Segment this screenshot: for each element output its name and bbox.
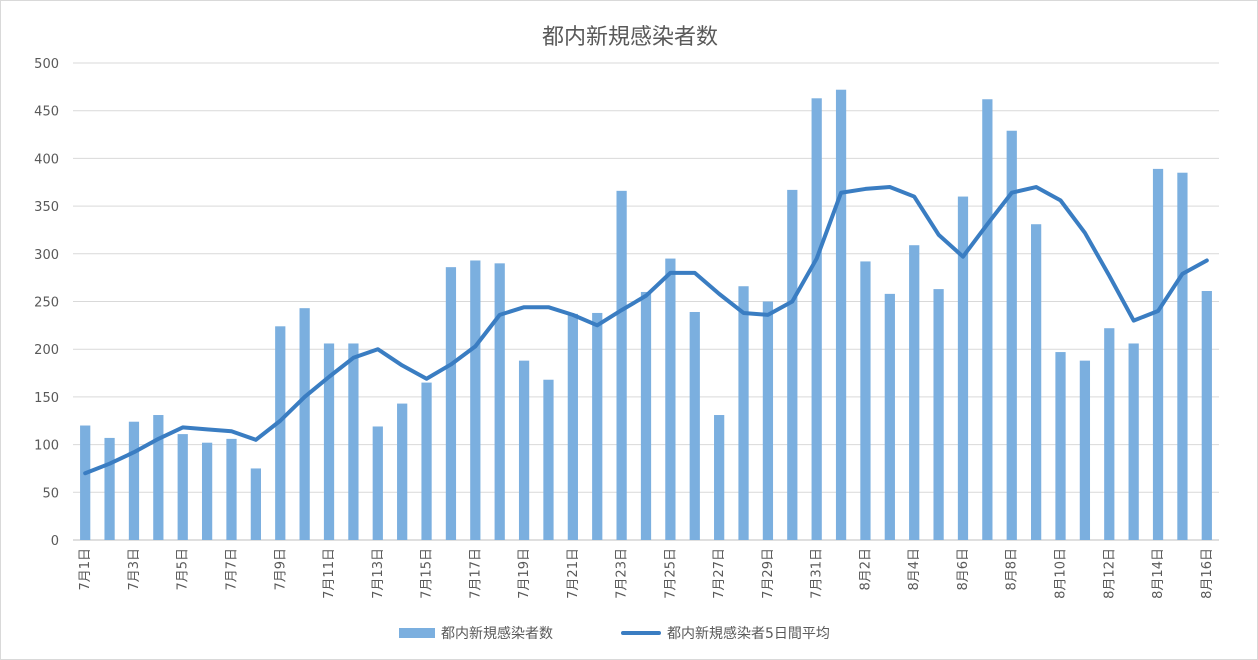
bar-7月31日	[811, 98, 822, 540]
x-tick-label: 8月2日	[858, 548, 873, 591]
bar-7月22日	[592, 312, 603, 540]
bar-8月12日	[1104, 328, 1115, 540]
x-tick-label: 7月3日	[127, 548, 142, 591]
x-tick-label: 7月5日	[176, 548, 191, 591]
bar-8月7日	[982, 99, 993, 540]
x-tick-label: 7月27日	[712, 548, 727, 599]
bar-8月10日	[1055, 352, 1066, 540]
bar-7月5日	[177, 434, 188, 540]
bar-7月9日	[275, 326, 286, 540]
bar-7月20日	[543, 379, 554, 540]
x-tick-label: 8月12日	[1102, 548, 1117, 599]
y-tick-label: 0	[51, 534, 59, 549]
legend-label-line: 都内新規感染者5日間平均	[667, 626, 830, 642]
bar-7月8日	[250, 468, 261, 540]
bar-8月2日	[860, 261, 871, 540]
chart-title: 都内新規感染者数	[541, 25, 718, 50]
bar-8月14日	[1152, 168, 1164, 541]
bar-7月2日	[104, 437, 115, 540]
bar-8月1日	[835, 89, 847, 540]
legend-item-line: 都内新規感染者5日間平均	[621, 621, 830, 645]
bar-7月24日	[640, 291, 652, 540]
bar-8月3日	[884, 293, 895, 540]
bar-8月11日	[1079, 360, 1091, 540]
y-tick-label: 250	[34, 296, 59, 311]
x-tick-label: 7月17日	[468, 548, 483, 599]
x-tick-label: 8月16日	[1200, 548, 1215, 599]
bar-7月13日	[372, 426, 383, 540]
bar-7月25日	[665, 258, 676, 540]
bar-7月7日	[226, 438, 237, 540]
bar-8月8日	[1006, 130, 1017, 540]
x-tick-label: 7月11日	[322, 548, 337, 599]
y-tick-label: 200	[34, 343, 59, 358]
bar-7月3日	[128, 421, 140, 540]
bar-7月16日	[445, 267, 457, 540]
x-tick-label: 7月23日	[615, 548, 630, 599]
y-tick-label: 50	[42, 486, 59, 501]
bar-7月11日	[323, 343, 335, 540]
bar-8月5日	[933, 289, 944, 540]
x-tick-label: 7月31日	[810, 548, 825, 599]
x-tick-label: 7月19日	[517, 548, 532, 599]
x-tick-label: 7月7日	[224, 548, 239, 591]
bar-7月17日	[470, 260, 481, 540]
bar-8月16日	[1201, 291, 1212, 540]
bar-8月4日	[909, 245, 920, 541]
x-tick-label: 7月29日	[761, 548, 776, 599]
bar-7月21日	[567, 313, 578, 540]
x-tick-label: 8月6日	[956, 548, 971, 591]
legend-swatch-line	[621, 631, 661, 635]
y-tick-label: 400	[34, 152, 59, 167]
bar-7月27日	[714, 415, 725, 540]
y-tick-label: 500	[34, 57, 59, 72]
bar-7月18日	[494, 263, 505, 540]
bar-8月15日	[1177, 172, 1188, 540]
y-tick-label: 300	[34, 248, 59, 263]
bar-7月29日	[762, 301, 774, 540]
x-tick-label: 7月25日	[663, 548, 678, 599]
x-tick-label: 8月10日	[1054, 548, 1069, 599]
legend-item-bars: 都内新規感染者数	[399, 621, 553, 645]
bar-7月10日	[299, 308, 310, 540]
bar-7月14日	[397, 403, 408, 540]
x-tick-label: 7月1日	[78, 548, 93, 591]
bar-8月9日	[1031, 224, 1042, 540]
x-tick-label: 7月15日	[420, 548, 435, 599]
y-tick-label: 450	[34, 105, 59, 120]
y-tick-label: 100	[34, 439, 59, 454]
legend-label-bars: 都内新規感染者数	[441, 626, 553, 642]
x-tick-label: 7月9日	[273, 548, 288, 591]
x-tick-label: 7月13日	[371, 548, 386, 599]
avg-line	[83, 185, 1209, 476]
x-tick-label: 8月14日	[1151, 548, 1166, 599]
x-tick-label: 8月4日	[907, 548, 922, 591]
bar-7月23日	[616, 190, 627, 540]
bar-7月15日	[421, 382, 432, 540]
chart-legend: 都内新規感染者数 都内新規感染者5日間平均	[1, 621, 1258, 645]
x-tick-label: 8月8日	[1005, 548, 1020, 591]
chart-plot: 0 50 100 150 200 250 300 350 400 450 500 7月1日 7月3日 7月…	[34, 57, 1219, 599]
bar-8月6日	[957, 196, 969, 540]
bar-7月19日	[518, 360, 530, 540]
bar-7月12日	[348, 343, 359, 540]
bar-8月13日	[1128, 343, 1139, 540]
legend-swatch-bars	[399, 628, 435, 638]
bar-7月6日	[201, 442, 213, 540]
y-tick-label: 350	[34, 200, 59, 215]
x-tick-label: 7月21日	[566, 548, 581, 599]
bar-7月30日	[787, 189, 798, 540]
bar-7月28日	[738, 286, 749, 540]
bar-7月4日	[153, 415, 164, 540]
bar-7月26日	[689, 311, 700, 540]
y-tick-label: 150	[34, 391, 59, 406]
bar-7月1日	[80, 425, 91, 540]
